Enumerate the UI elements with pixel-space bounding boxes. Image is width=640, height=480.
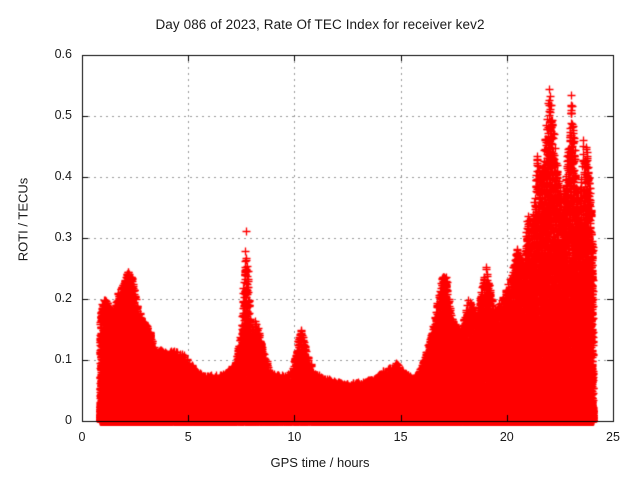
x-tick-label: 25: [606, 430, 620, 444]
y-tick-label: 0.3: [54, 230, 72, 244]
y-tick-label: 0.5: [54, 108, 72, 122]
x-tick-label: 0: [78, 430, 86, 444]
y-tick-label: 0.1: [54, 352, 72, 366]
x-tick-label: 10: [287, 430, 302, 444]
x-tick-label: 20: [499, 430, 514, 444]
x-axis-label: GPS time / hours: [270, 455, 370, 470]
x-tick-label: 15: [393, 430, 408, 444]
y-tick-label: 0: [65, 413, 72, 427]
y-tick-label: 0.6: [54, 47, 72, 61]
y-tick-label: 0.4: [54, 169, 72, 183]
x-tick-label: 5: [184, 430, 192, 444]
y-tick-label: 0.2: [54, 291, 72, 305]
